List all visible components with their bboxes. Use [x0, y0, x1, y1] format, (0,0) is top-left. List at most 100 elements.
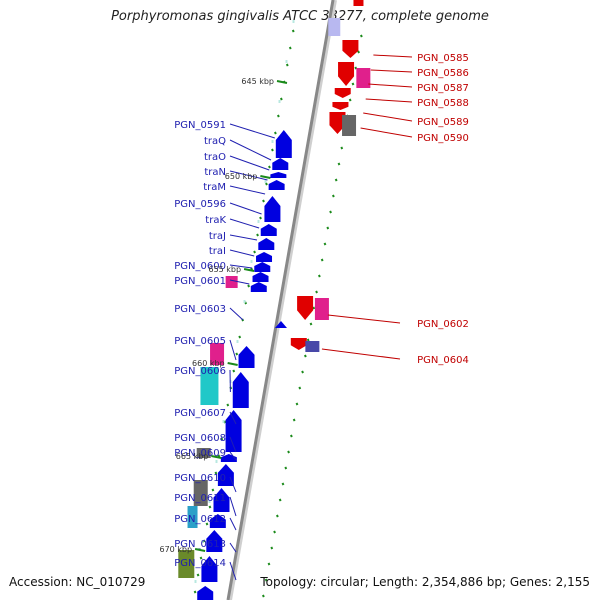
forward-gene-arrow: [260, 224, 277, 236]
tick-mark: [273, 530, 276, 534]
gray-feature: [342, 115, 357, 136]
label-connector: [229, 411, 237, 425]
tick-mark: [271, 148, 274, 152]
tick-mark: [289, 434, 293, 438]
pink-feature: [356, 68, 371, 88]
label-connector: [360, 127, 413, 138]
label-connector: [229, 185, 266, 195]
label-connector: [229, 496, 237, 517]
label-connector: [229, 249, 255, 257]
reverse-gene-arrow: [342, 40, 359, 58]
tick-mark: [211, 488, 215, 492]
tick-mark: [264, 578, 268, 582]
reverse-gene-arrow: [297, 296, 314, 320]
tick-mark: [261, 594, 265, 598]
gene-label: traO: [204, 152, 226, 163]
label-connector: [370, 69, 413, 73]
label-connector: [368, 83, 413, 88]
tick-mark: [303, 354, 307, 358]
gene-label: PGN_0610: [174, 473, 226, 484]
tick-mark: [215, 460, 218, 463]
forward-gene-arrow: [254, 262, 271, 272]
gene-label: PGN_0600: [174, 261, 226, 272]
forward-gene-arrow: [258, 238, 275, 250]
gene-label: PGN_0608: [174, 433, 226, 444]
map-title: Porphyromonas gingivalis ATCC 33277, com…: [111, 9, 489, 24]
gene-label: PGN_0585: [417, 53, 469, 64]
tick-mark: [199, 556, 203, 560]
tick-mark: [334, 178, 338, 182]
tick-mark: [235, 352, 239, 356]
label-connector: [229, 264, 253, 269]
gene-label: traI: [209, 246, 226, 257]
tick-mark: [317, 274, 321, 278]
tick-mark: [340, 146, 344, 150]
tick-mark: [323, 242, 327, 246]
gray-feature: [196, 448, 211, 458]
forward-gene-arrow: [270, 172, 287, 178]
label-connector: [229, 339, 237, 361]
gene-label: traQ: [204, 136, 226, 147]
scale-label: 655 kbp: [208, 265, 241, 274]
gene-label: PGN_0590: [417, 133, 469, 144]
reverse-gene-arrow: [338, 62, 355, 86]
tick-mark: [222, 420, 225, 423]
gene-label: traJ: [209, 231, 226, 242]
forward-gene-arrow: [206, 530, 223, 552]
forward-strand-features: [178, 18, 341, 600]
gene-labels: PGN_0591 traQ traO traN traM PGN_0596 traK traJ…: [174, 53, 469, 569]
tick-mark: [306, 338, 310, 342]
tick-mark: [326, 226, 330, 230]
forward-gene-arrow: [213, 488, 230, 512]
gene-label: PGN_0602: [417, 319, 469, 330]
tick-mark: [226, 403, 230, 407]
tick-mark: [315, 290, 318, 294]
label-connector: [229, 451, 237, 461]
gene-label: PGN_0605: [174, 336, 226, 347]
tick-mark: [284, 466, 288, 470]
tick-mark: [312, 306, 316, 310]
olive-feature: [178, 550, 195, 578]
label-connector: [229, 155, 270, 171]
tick-mark: [274, 131, 277, 135]
tick-mark: [278, 498, 282, 502]
gene-label: PGN_0611: [174, 493, 226, 504]
scale-label: 645 kbp: [241, 77, 274, 86]
tick-mark: [259, 216, 262, 220]
tick-mark: [214, 471, 218, 475]
label-connector: [229, 436, 237, 453]
forward-gene-arrow: [225, 410, 242, 452]
forward-gene-arrow: [252, 272, 269, 282]
label-connector: [229, 123, 275, 139]
scale-label: 665 kbp: [176, 452, 209, 461]
tick-mark: [264, 180, 267, 183]
tick-mark: [236, 340, 239, 343]
gene-label: PGN_0612: [174, 514, 226, 525]
gene-label: traN: [204, 167, 226, 178]
tick-mark: [281, 482, 285, 486]
accession-text: Accession: NC_010729: [9, 575, 146, 589]
gene-label: PGN_0606: [174, 366, 226, 377]
gray-feature: [193, 480, 208, 506]
forward-gene-arrow: [275, 130, 292, 158]
tick-mark: [288, 46, 292, 50]
tick-mark: [285, 63, 289, 67]
gene-label: PGN_0601: [174, 276, 226, 287]
tick-mark: [278, 100, 281, 103]
tick-mark: [279, 97, 283, 101]
lavender-feature: [328, 18, 341, 36]
scale-tick: [211, 455, 222, 459]
tick-mark: [287, 450, 290, 454]
tick-mark: [208, 500, 211, 503]
label-connector: [363, 112, 413, 122]
forward-gene-arrow: [217, 464, 234, 486]
tick-mark: [292, 20, 295, 23]
tick-mark: [256, 233, 259, 237]
scale-label: 650 kbp: [225, 172, 258, 181]
forward-gene-arrow: [268, 180, 285, 190]
label-connector: [229, 476, 237, 493]
tick-mark: [201, 540, 204, 543]
tick-mark: [267, 562, 271, 566]
gene-label: PGN_0607: [174, 408, 226, 419]
